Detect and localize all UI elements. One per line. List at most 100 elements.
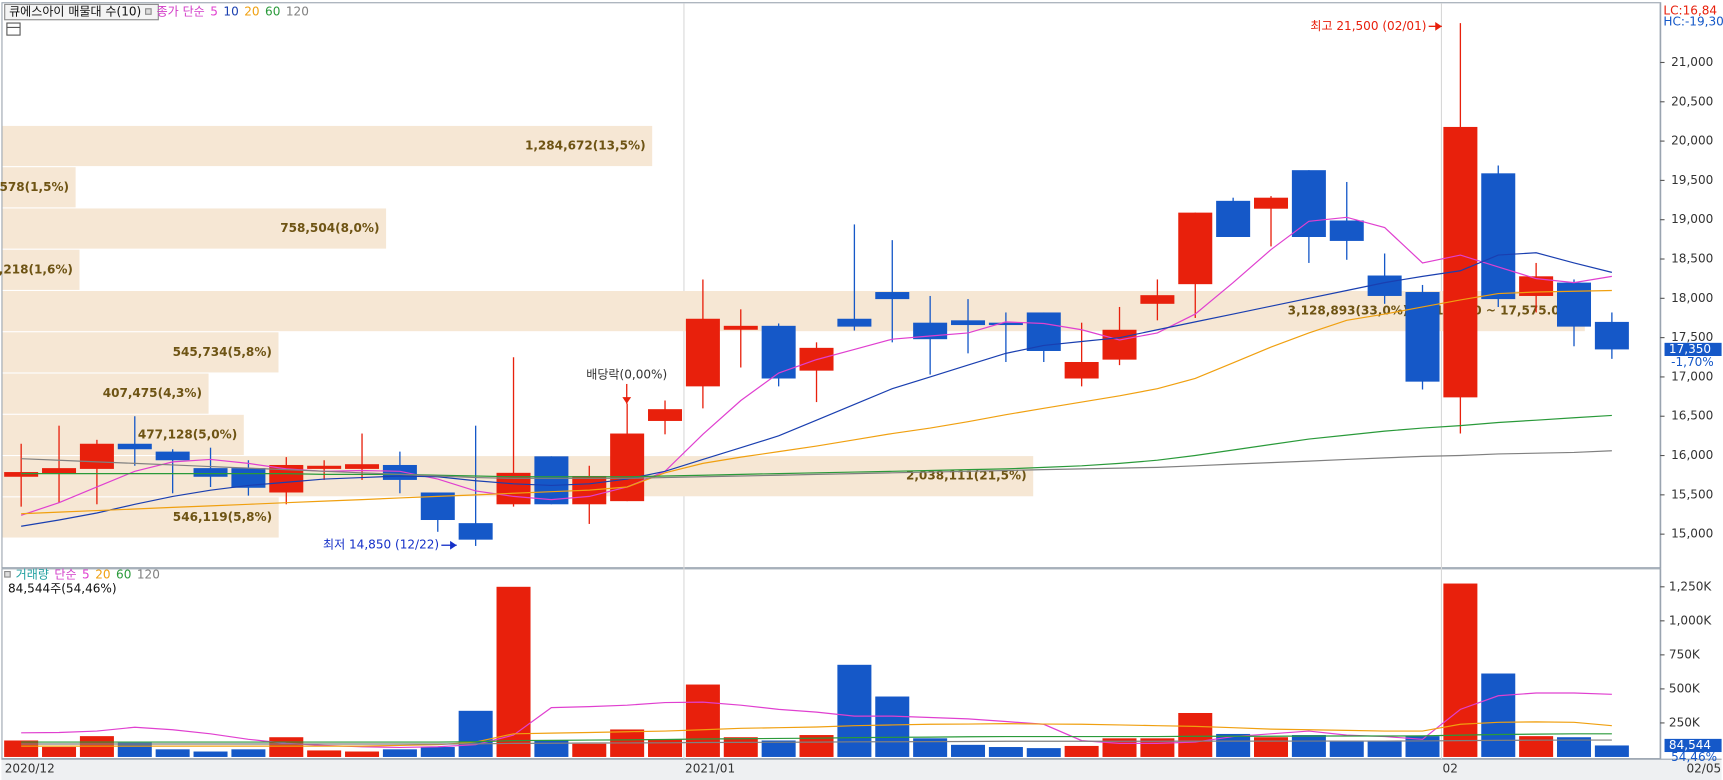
candle-body xyxy=(1291,170,1326,237)
volume-bar xyxy=(1443,583,1478,757)
x-tick-label: 2021/01 xyxy=(685,762,735,776)
candle-body xyxy=(42,468,77,474)
y-tick-label: 1,250K xyxy=(1669,579,1712,593)
y-tick-label: 20,000 xyxy=(1671,134,1713,148)
y-tick-label: 16,500 xyxy=(1671,409,1713,423)
candle-body xyxy=(155,451,190,461)
volume-bar xyxy=(1291,735,1326,757)
volume-bar xyxy=(648,739,683,757)
volume-bar xyxy=(193,751,228,757)
y-tick-label: 500K xyxy=(1669,681,1701,695)
volume-bar xyxy=(496,586,531,757)
low-annotation: 최저 14,850 (12/22) xyxy=(323,538,439,552)
volume-bar xyxy=(534,740,569,757)
volume-bar xyxy=(231,749,266,757)
candle-body xyxy=(723,325,758,330)
volume-bar xyxy=(1329,741,1364,757)
volume-bar xyxy=(875,696,910,757)
candle-body xyxy=(1557,282,1592,327)
volume-profile-bar xyxy=(2,497,279,538)
candle-body xyxy=(1216,200,1251,237)
y-tick-label: 18,500 xyxy=(1671,252,1713,266)
legend-label: 종가 단순 xyxy=(157,5,205,19)
moving-average-line xyxy=(20,216,1612,516)
y-tick-label: 18,000 xyxy=(1671,291,1713,305)
moving-average-line xyxy=(21,414,1612,478)
volume-profile-bar xyxy=(2,167,76,208)
volume-bar xyxy=(420,747,455,757)
y-tick-label: 17,500 xyxy=(1671,330,1713,344)
volume-bar xyxy=(572,743,607,757)
chart-content: 2020/12 2021/01 02 02/05 15,000 15,500 16,000 1… xyxy=(0,3,1723,776)
candle-body xyxy=(1594,321,1629,350)
volume-bar xyxy=(1216,733,1251,757)
moving-average-line xyxy=(21,692,1612,749)
last-price-label: 17,350 xyxy=(1669,342,1711,356)
volume-bar xyxy=(1254,737,1289,757)
candle-body xyxy=(875,292,910,300)
volume-bar xyxy=(1367,741,1402,757)
volume-bar xyxy=(988,747,1023,757)
legend-entry: 120 xyxy=(286,5,309,19)
y-tick-label: 21,000 xyxy=(1671,55,1713,69)
volume-bar xyxy=(1026,748,1061,757)
last-price-box xyxy=(1664,342,1722,356)
y-tick-label: 15,000 xyxy=(1671,527,1713,541)
volume-bar xyxy=(382,749,417,757)
y-tick-label: 16,000 xyxy=(1671,448,1713,462)
moving-average-line xyxy=(21,733,1612,743)
volume-bar xyxy=(155,749,190,757)
y-tick-label: 1,000K xyxy=(1669,613,1712,627)
y-tick-label: 250K xyxy=(1669,715,1701,729)
y-tick-label: 15,500 xyxy=(1671,487,1713,501)
dividend-annotation: 배당락(0,00%) xyxy=(586,368,667,382)
last-change-label: -1,70% xyxy=(1671,355,1714,369)
volume-profile-label: 758,504(8,0%) xyxy=(280,221,379,235)
candle-body xyxy=(837,318,872,327)
volume-profile-label: 546,119(5,8%) xyxy=(173,510,272,524)
legend-entry: 20 xyxy=(244,5,259,19)
volume-bar xyxy=(685,684,720,757)
x-tick-label: 02 xyxy=(1443,762,1458,776)
last-volume-box xyxy=(1664,738,1722,753)
last-volume-label: 84,544 xyxy=(1669,738,1711,752)
moving-average-line xyxy=(21,739,1612,745)
y-tick-label: 19,500 xyxy=(1671,173,1713,187)
x-end-label: 02/05 xyxy=(1686,762,1721,776)
volume-profile-label: 477,128(5,0%) xyxy=(138,427,237,441)
hc-label: HC:-19,30 xyxy=(1663,14,1723,28)
legend-entry: 5 xyxy=(82,567,90,581)
volume-bar xyxy=(951,744,986,757)
volume-profile-label: 1,284,672(13,5%) xyxy=(525,139,646,153)
table-icon xyxy=(6,22,21,36)
candle-body xyxy=(1064,361,1099,379)
candle-body xyxy=(761,325,796,379)
volume-bar xyxy=(458,710,493,757)
x-axis-strip xyxy=(1,759,1722,780)
candle-body xyxy=(193,468,228,477)
volume-bar xyxy=(1178,712,1213,757)
candle-body xyxy=(79,443,114,469)
candle-body xyxy=(610,433,645,502)
candle-body xyxy=(1367,275,1402,296)
volume-bar xyxy=(4,740,39,757)
volume-profile-bar xyxy=(2,249,80,290)
volume-bar xyxy=(117,742,152,757)
volume-bar xyxy=(1481,673,1516,757)
candle-body xyxy=(1443,126,1478,398)
legend-entry: 20 xyxy=(95,567,110,581)
volume-bar xyxy=(269,737,304,757)
volume-bar xyxy=(307,750,342,757)
volume-bar xyxy=(837,664,872,757)
volume-info: 84,544주(54,46%) xyxy=(8,582,117,596)
candle-body xyxy=(988,322,1023,326)
volume-bar xyxy=(723,737,758,757)
volume-bar xyxy=(913,738,948,757)
candle-body xyxy=(1102,329,1137,360)
candle-body xyxy=(648,409,683,421)
volume-bar xyxy=(345,751,380,757)
legend-title: 거래량 xyxy=(16,567,49,581)
annotation-arrowhead xyxy=(1435,21,1442,31)
y-tick-label: 20,500 xyxy=(1671,94,1713,108)
volume-profile-bar xyxy=(2,332,279,373)
